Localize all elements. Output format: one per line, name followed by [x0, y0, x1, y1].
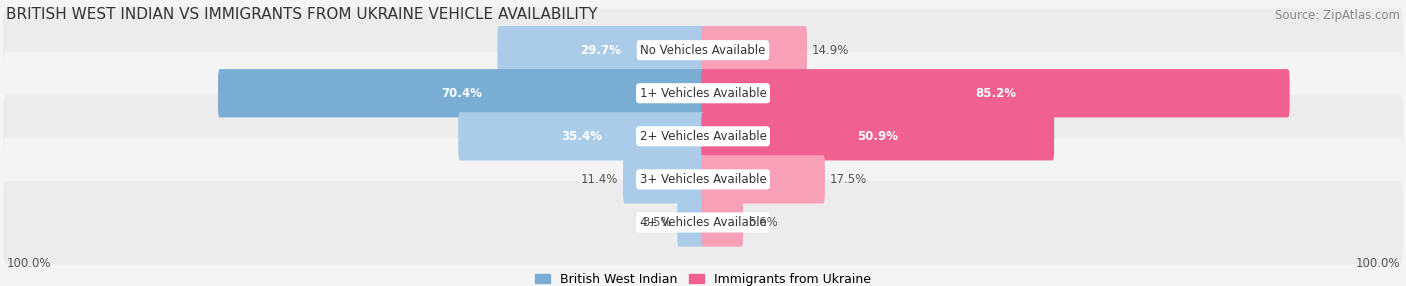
FancyBboxPatch shape	[702, 26, 807, 74]
Text: 5.6%: 5.6%	[748, 216, 778, 229]
Text: BRITISH WEST INDIAN VS IMMIGRANTS FROM UKRAINE VEHICLE AVAILABILITY: BRITISH WEST INDIAN VS IMMIGRANTS FROM U…	[6, 7, 598, 22]
Text: 29.7%: 29.7%	[581, 44, 621, 57]
Text: 85.2%: 85.2%	[974, 87, 1017, 100]
FancyBboxPatch shape	[498, 26, 704, 74]
Text: No Vehicles Available: No Vehicles Available	[640, 44, 766, 57]
Text: 70.4%: 70.4%	[441, 87, 482, 100]
Text: 35.4%: 35.4%	[561, 130, 602, 143]
FancyBboxPatch shape	[3, 51, 1403, 135]
FancyBboxPatch shape	[702, 69, 1289, 117]
Text: 2+ Vehicles Available: 2+ Vehicles Available	[640, 130, 766, 143]
FancyBboxPatch shape	[3, 95, 1403, 178]
FancyBboxPatch shape	[702, 155, 825, 204]
Text: 11.4%: 11.4%	[581, 173, 617, 186]
FancyBboxPatch shape	[458, 112, 704, 160]
Text: 1+ Vehicles Available: 1+ Vehicles Available	[640, 87, 766, 100]
FancyBboxPatch shape	[623, 155, 704, 204]
Text: 50.9%: 50.9%	[858, 130, 898, 143]
FancyBboxPatch shape	[702, 112, 1054, 160]
Legend: British West Indian, Immigrants from Ukraine: British West Indian, Immigrants from Ukr…	[534, 273, 872, 286]
Text: 17.5%: 17.5%	[830, 173, 868, 186]
Text: 4+ Vehicles Available: 4+ Vehicles Available	[640, 216, 766, 229]
Text: 14.9%: 14.9%	[813, 44, 849, 57]
Text: 100.0%: 100.0%	[6, 257, 51, 270]
Text: 100.0%: 100.0%	[1355, 257, 1400, 270]
FancyBboxPatch shape	[678, 198, 704, 247]
Text: 3.5%: 3.5%	[643, 216, 672, 229]
FancyBboxPatch shape	[702, 198, 744, 247]
Text: 3+ Vehicles Available: 3+ Vehicles Available	[640, 173, 766, 186]
FancyBboxPatch shape	[3, 8, 1403, 92]
Text: Source: ZipAtlas.com: Source: ZipAtlas.com	[1275, 9, 1400, 22]
FancyBboxPatch shape	[3, 181, 1403, 264]
FancyBboxPatch shape	[218, 69, 704, 117]
FancyBboxPatch shape	[3, 138, 1403, 221]
